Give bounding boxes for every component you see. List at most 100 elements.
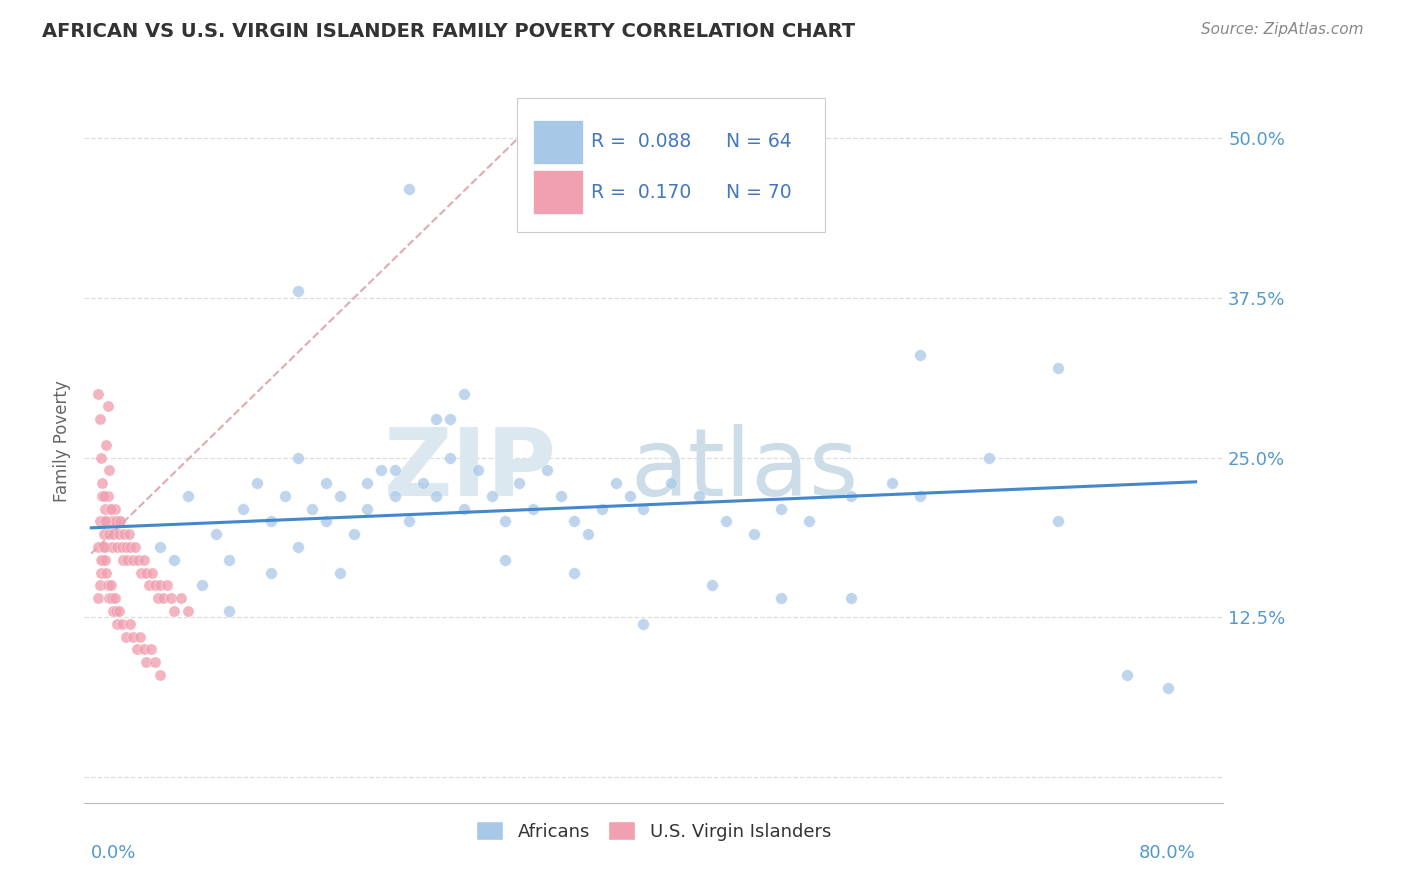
Point [98,463,121,477]
Point [287,450,309,465]
Point [770,591,793,606]
Point [329,566,352,580]
Point [94,501,117,516]
Point [797,515,820,529]
Point [977,450,1000,465]
Point [149,578,172,592]
Point [564,515,586,529]
Point [94,553,117,567]
Point [156,578,179,592]
Point [128,630,150,644]
Point [103,604,125,618]
Point [135,655,157,669]
Point [90,566,112,580]
Point [94,515,117,529]
Point [100,501,122,516]
Point [170,591,193,606]
Point [118,616,141,631]
Point [89,412,111,426]
Text: 0.0%: 0.0% [91,844,136,862]
Point [149,540,172,554]
Legend: Africans, U.S. Virgin Islanders: Africans, U.S. Virgin Islanders [470,814,838,848]
Point [98,591,121,606]
Text: N = 64: N = 64 [725,132,792,152]
Point [536,463,558,477]
Point [118,540,141,554]
Point [107,616,129,631]
FancyBboxPatch shape [533,170,583,214]
Point [104,501,127,516]
Point [190,578,212,592]
Point [260,515,283,529]
Point [138,578,160,592]
Point [287,540,309,554]
Text: atlas: atlas [631,425,859,516]
Point [742,527,765,541]
Point [87,591,110,606]
Point [163,604,186,618]
Text: ZIP: ZIP [384,425,557,516]
Point [1157,681,1180,695]
Point [97,489,120,503]
Point [104,591,127,606]
Point [716,515,738,529]
Point [124,540,146,554]
Point [467,463,489,477]
Point [132,553,155,567]
Point [770,501,793,516]
Point [398,515,420,529]
Point [260,566,283,580]
Point [107,540,129,554]
Point [619,489,641,503]
Point [139,642,162,657]
Point [101,591,124,606]
Point [93,540,115,554]
Point [97,578,120,592]
Point [143,578,166,592]
Point [439,412,461,426]
Text: R =  0.088: R = 0.088 [591,132,692,152]
Point [103,527,125,541]
Point [412,476,434,491]
Point [93,527,115,541]
Point [112,527,135,541]
Point [110,515,132,529]
Point [127,553,149,567]
Point [232,501,254,516]
Point [100,501,122,516]
Point [564,566,586,580]
Point [111,553,134,567]
Point [100,578,122,592]
Point [91,553,114,567]
Point [315,476,337,491]
Point [425,489,447,503]
Point [89,515,111,529]
Point [105,515,128,529]
Point [91,489,114,503]
Point [90,553,112,567]
Point [342,527,364,541]
Point [508,476,530,491]
Point [114,540,136,554]
Point [908,348,931,362]
Point [125,642,148,657]
Point [89,578,111,592]
Point [93,489,115,503]
Point [111,616,134,631]
Point [453,501,475,516]
Point [439,450,461,465]
Point [633,501,655,516]
Point [132,642,155,657]
Point [96,566,118,580]
Point [87,540,110,554]
Point [633,616,655,631]
Point [659,476,682,491]
Point [1115,668,1137,682]
Point [204,527,226,541]
Point [398,182,420,196]
Point [96,438,118,452]
Text: R =  0.170: R = 0.170 [591,183,692,202]
Point [160,591,183,606]
Point [839,591,862,606]
Point [114,630,136,644]
